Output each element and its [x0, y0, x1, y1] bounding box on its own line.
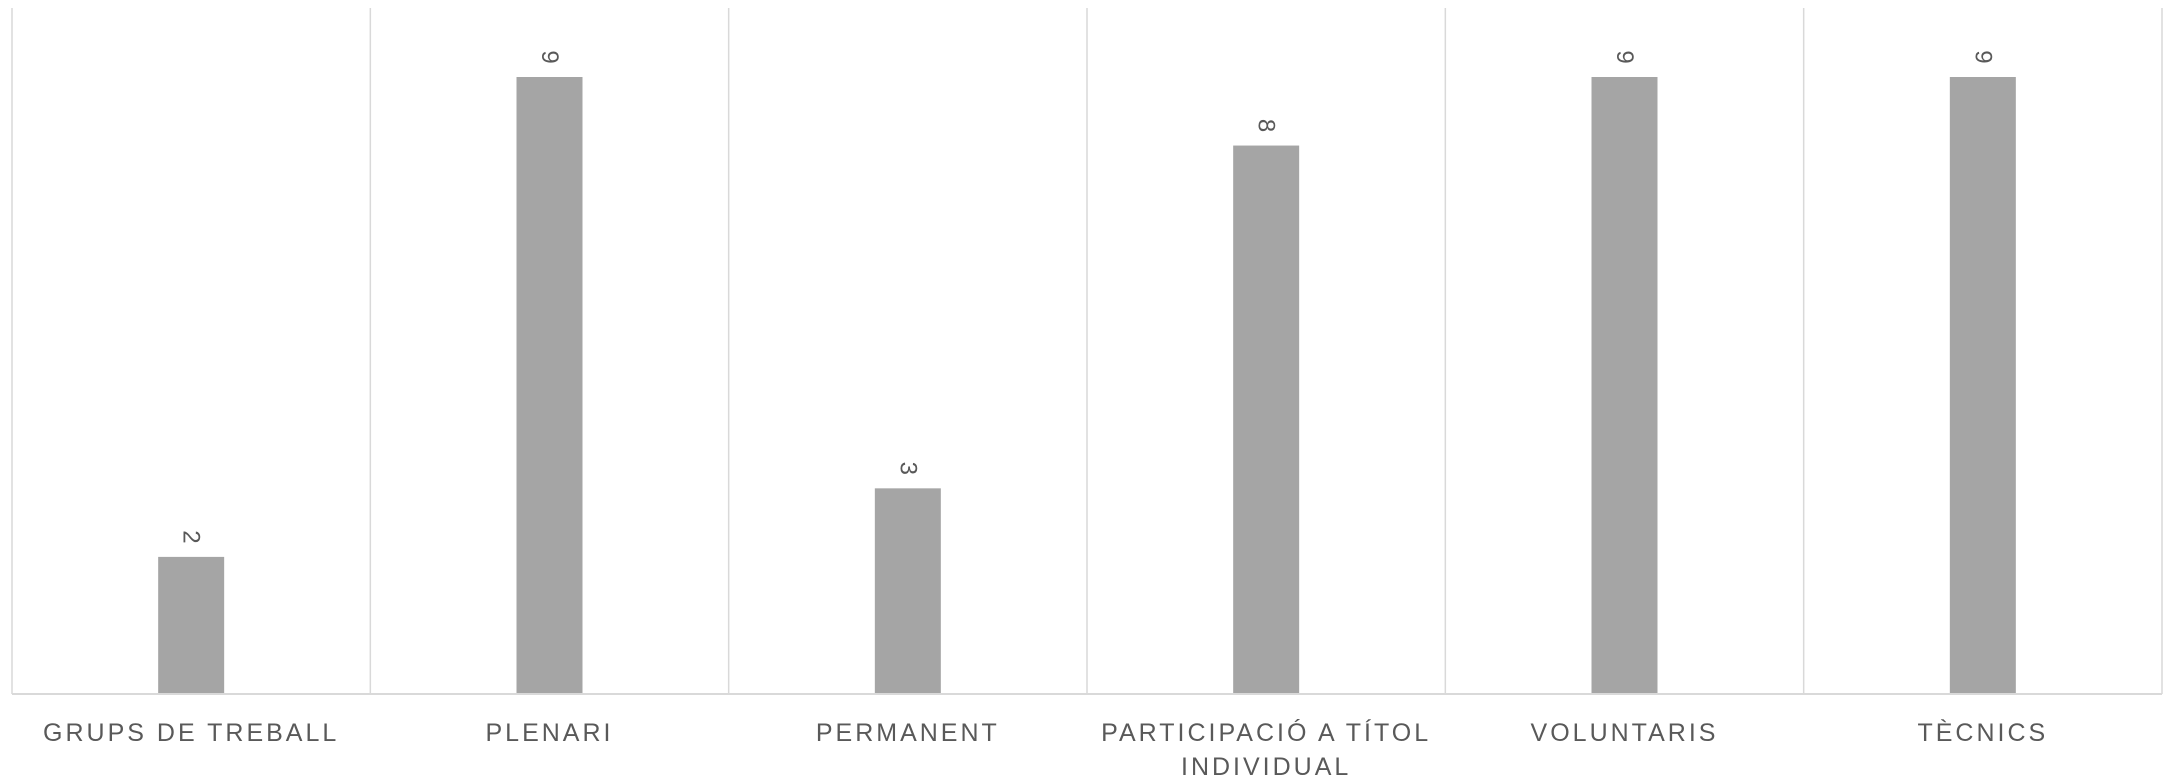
category-label: INDIVIDUAL: [1181, 753, 1351, 779]
data-label: 3: [894, 462, 921, 475]
category-label: GRUPS DE TREBALL: [43, 719, 339, 747]
data-labels: 2 9 3 8 9 9: [178, 50, 1997, 543]
category-label: VOLUNTARIS: [1531, 719, 1719, 747]
data-label: 9: [536, 50, 563, 63]
bar: [1233, 145, 1300, 695]
category-label: PARTICIPACIÓ A TÍTOL: [1101, 718, 1431, 747]
category-label: PERMANENT: [816, 719, 1000, 747]
bar: [1949, 77, 2016, 694]
category-label: TÈCNICS: [1917, 718, 2048, 747]
data-label: 9: [1611, 50, 1638, 63]
data-label: 8: [1253, 119, 1280, 132]
bar: [1591, 77, 1658, 694]
data-label: 2: [178, 530, 205, 543]
bars: [158, 77, 2016, 695]
data-label: 9: [1969, 50, 1996, 63]
gridlines: [11, 8, 2163, 694]
bar: [158, 556, 225, 694]
category-labels: GRUPS DE TREBALL PLENARI PERMANENT PARTICIP…: [43, 718, 2048, 779]
bar: [516, 77, 583, 694]
bar: [874, 488, 941, 694]
category-label: PLENARI: [486, 719, 614, 747]
